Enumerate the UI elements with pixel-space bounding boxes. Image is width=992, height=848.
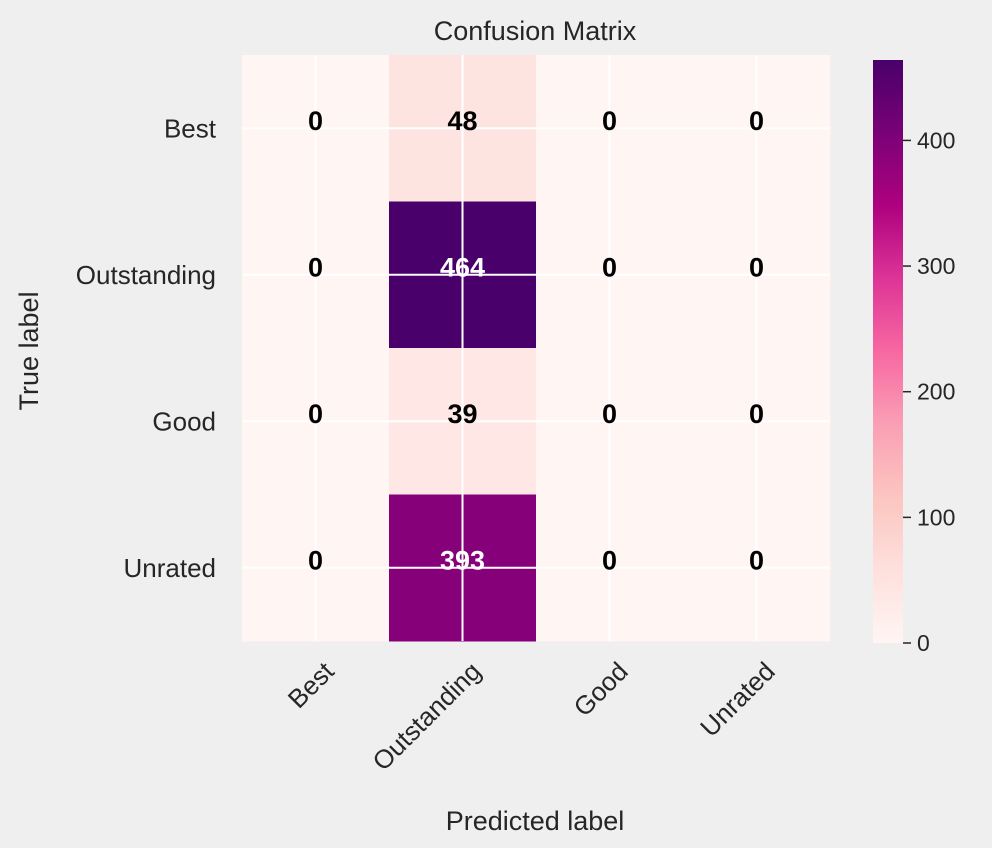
cell-value-label: 0 <box>308 546 323 576</box>
cell-value-label: 0 <box>749 253 764 283</box>
cell-value-label: 0 <box>749 399 764 429</box>
cell-value-label: 393 <box>440 546 485 576</box>
cell-value-label: 0 <box>308 399 323 429</box>
colorbar-tick-label: 300 <box>917 253 955 279</box>
x-tick-labels: Best Outstanding Good Unrated <box>282 655 781 776</box>
cell-labels: 0 48 0 0 0 464 0 0 0 39 0 0 0 393 0 0 <box>308 106 764 576</box>
chart-title: Confusion Matrix <box>434 16 637 46</box>
cell-value-label: 0 <box>602 546 617 576</box>
y-tick-label: Unrated <box>124 553 217 583</box>
cell-value-label: 0 <box>749 546 764 576</box>
y-tick-label: Good <box>152 406 216 436</box>
grid-lines <box>242 55 830 641</box>
y-tick-label: Outstanding <box>76 260 216 290</box>
heatmap-cells <box>242 55 831 642</box>
cell-value-label: 0 <box>602 399 617 429</box>
colorbar-tick-label: 400 <box>917 127 955 153</box>
cell-value-label: 0 <box>749 106 764 136</box>
cell-value-label: 0 <box>602 253 617 283</box>
cell-value-label: 39 <box>447 399 477 429</box>
x-tick-label: Outstanding <box>366 656 486 776</box>
cell-value-label: 464 <box>440 253 485 283</box>
x-tick-label: Unrated <box>694 656 781 743</box>
y-tick-label: Best <box>164 113 217 143</box>
colorbar: 0 100 200 300 400 <box>873 60 955 656</box>
cell-value-label: 0 <box>308 106 323 136</box>
colorbar-tick-label: 100 <box>917 504 955 530</box>
y-tick-labels: Best Outstanding Good Unrated <box>76 113 217 583</box>
colorbar-gradient <box>873 60 903 643</box>
x-tick-label: Best <box>282 655 341 714</box>
x-axis-label: Predicted label <box>446 806 625 836</box>
colorbar-tick-label: 0 <box>917 630 930 656</box>
colorbar-ticks: 0 100 200 300 400 <box>903 127 955 656</box>
x-tick-label: Good <box>568 656 634 722</box>
cell-value-label: 0 <box>308 253 323 283</box>
y-axis-label: True label <box>14 291 44 410</box>
cell-value-label: 48 <box>447 106 477 136</box>
cell-value-label: 0 <box>602 106 617 136</box>
colorbar-tick-label: 200 <box>917 379 955 405</box>
